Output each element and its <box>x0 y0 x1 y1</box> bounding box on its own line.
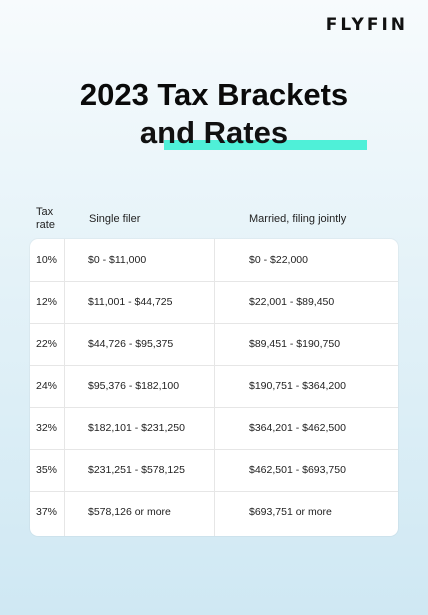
header-married-jointly: Married, filing jointly <box>249 213 347 225</box>
single-cell: $0 - $11,000 <box>88 254 147 266</box>
table-row: 35% $231,251 - $578,125 $462,501 - $693,… <box>30 449 398 492</box>
rate-cell: 10% <box>36 254 58 266</box>
table-row: 37% $578,126 or more $693,751 or more <box>30 491 398 533</box>
table-row: 22% $44,726 - $95,375 $89,451 - $190,750 <box>30 323 398 366</box>
rate-cell: 35% <box>36 464 58 476</box>
flyfin-logo: FLYFIN <box>325 15 408 35</box>
tax-table: 10% $0 - $11,000 $0 - $22,000 12% $11,00… <box>30 239 398 536</box>
married-cell: $190,751 - $364,200 <box>249 380 346 392</box>
table-row: 24% $95,376 - $182,100 $190,751 - $364,2… <box>30 365 398 408</box>
header-single-filer: Single filer <box>89 213 141 225</box>
rate-cell: 24% <box>36 380 58 392</box>
title-line-1: 2023 Tax Brackets <box>79 77 349 112</box>
rate-cell: 22% <box>36 338 58 350</box>
single-cell: $11,001 - $44,725 <box>88 296 173 308</box>
column-divider <box>64 239 65 536</box>
married-cell: $693,751 or more <box>249 506 332 518</box>
column-divider <box>214 239 215 536</box>
married-cell: $0 - $22,000 <box>249 254 308 266</box>
table-row: 12% $11,001 - $44,725 $22,001 - $89,450 <box>30 281 398 324</box>
table-row: 10% $0 - $11,000 $0 - $22,000 <box>30 239 398 282</box>
married-cell: $22,001 - $89,450 <box>249 296 335 308</box>
rate-cell: 37% <box>36 506 58 518</box>
title-highlight-bar <box>164 140 367 150</box>
rate-cell: 32% <box>36 422 58 434</box>
single-cell: $231,251 - $578,125 <box>88 464 185 476</box>
header-tax-rate: Tax rate <box>36 206 55 231</box>
married-cell: $89,451 - $190,750 <box>249 338 341 350</box>
table-row: 32% $182,101 - $231,250 $364,201 - $462,… <box>30 407 398 450</box>
rate-cell: 12% <box>36 296 58 308</box>
married-cell: $364,201 - $462,500 <box>249 422 346 434</box>
single-cell: $578,126 or more <box>88 506 171 518</box>
single-cell: $182,101 - $231,250 <box>88 422 185 434</box>
single-cell: $44,726 - $95,375 <box>88 338 174 350</box>
married-cell: $462,501 - $693,750 <box>249 464 346 476</box>
single-cell: $95,376 - $182,100 <box>88 380 180 392</box>
